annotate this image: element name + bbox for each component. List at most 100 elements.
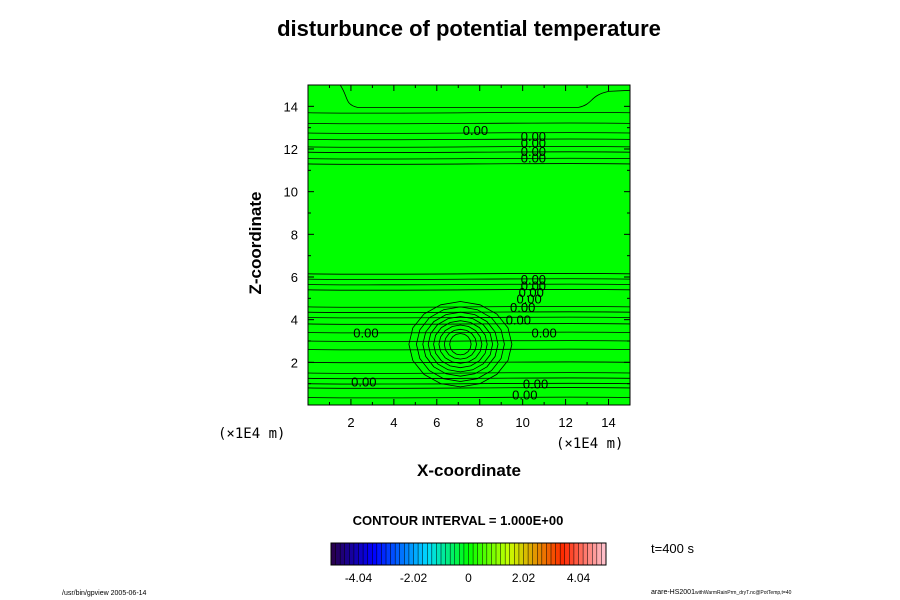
footer-source-detail: withWarmRainPrm_dryT.nc@PotTemp,t=40	[694, 590, 792, 596]
colorbar-segment	[505, 543, 511, 565]
colorbar-segment	[546, 543, 552, 565]
colorbar-segment	[496, 543, 501, 565]
contour-line	[307, 311, 631, 314]
colorbar-segment	[445, 543, 451, 565]
colorbar: -4.04 -2.02 0 2.02 4.04	[330, 542, 607, 585]
colorbar-segment	[528, 543, 534, 565]
contour-line	[307, 122, 631, 125]
contour-interval-label: CONTOUR INTERVAL = 1.000E+00	[352, 513, 564, 528]
contour-line	[307, 331, 631, 334]
contour-line	[307, 132, 631, 134]
colorbar-tick-label: 4.04	[567, 571, 591, 585]
contour-line	[307, 306, 631, 308]
x-tick-label: 8	[476, 415, 483, 430]
colorbar-segment	[486, 543, 492, 565]
bubble-contour	[438, 324, 483, 364]
colorbar-segment	[450, 543, 456, 565]
x-tick-label: 6	[433, 415, 440, 430]
colorbar-segment	[541, 543, 547, 565]
contour-line	[307, 382, 631, 385]
colorbar-segment	[441, 543, 446, 565]
x-tick-label: 2	[347, 415, 354, 430]
x-tick-label: 4	[390, 415, 397, 430]
y-axis-unit: (×1E4 m)	[218, 426, 286, 442]
contour-line	[307, 377, 631, 380]
contour-label: 0.00	[519, 285, 544, 300]
contour-line	[307, 323, 631, 325]
contour-label: 0.00	[531, 325, 556, 340]
colorbar-segment	[477, 543, 483, 565]
y-tick-label: 10	[284, 185, 298, 200]
colorbar-segment	[551, 543, 556, 565]
bubble-contour	[443, 328, 477, 360]
colorbar-segment	[532, 543, 538, 565]
colorbar-segment	[408, 543, 414, 565]
colorbar-segment	[431, 543, 437, 565]
contour-line	[307, 138, 631, 141]
colorbar-segment	[569, 543, 575, 565]
colorbar-segment	[386, 543, 391, 565]
colorbar-segment	[390, 543, 396, 565]
contour-line	[307, 396, 631, 399]
bubble-contour	[422, 311, 499, 377]
contour-label: 0.00	[506, 313, 531, 328]
colorbar-segment	[413, 543, 419, 565]
contour-label: 0.00	[512, 387, 537, 402]
colorbar-segment	[335, 543, 341, 565]
colorbar-segment	[592, 543, 598, 565]
x-axis-label: X-coordinate	[417, 461, 521, 480]
contour-line	[307, 278, 631, 280]
colorbar-segment	[454, 543, 460, 565]
y-tick-label: 12	[284, 142, 298, 157]
colorbar-segment	[427, 543, 433, 565]
colorbar-segment	[399, 543, 405, 565]
plot-frame	[307, 84, 631, 406]
colorbar-segment	[564, 543, 570, 565]
colorbar-segment	[509, 543, 515, 565]
axes: 2 4 6 8 10 12 14 2 4 6 8 10 12 14	[284, 84, 631, 430]
contour-label: 0.00	[521, 136, 546, 151]
contour-label: 0.00	[516, 291, 541, 306]
colorbar-segment	[596, 543, 602, 565]
colorbar-segment	[344, 543, 350, 565]
time-label: t=400 s	[651, 541, 695, 556]
bubble-contour	[433, 320, 488, 369]
colorbar-segment	[523, 543, 529, 565]
colorbar-segment	[463, 543, 469, 565]
contour-label: 0.00	[521, 272, 546, 287]
x-tick-label: 14	[601, 415, 615, 430]
contour-line	[307, 361, 631, 364]
colorbar-segment	[376, 543, 382, 565]
contour-line	[307, 151, 631, 154]
contour-line	[339, 84, 631, 108]
colorbar-segment	[358, 543, 364, 565]
colorbar-segment	[583, 543, 589, 565]
colorbar-segment	[491, 543, 497, 565]
colorbar-segment	[601, 543, 607, 565]
colorbar-segment	[381, 543, 387, 565]
x-tick-label: 10	[515, 415, 529, 430]
contour-label: 0.00	[521, 144, 546, 159]
bubble-contour	[408, 301, 513, 388]
footer-command: /usr/bin/gpview 2005-06-14	[62, 590, 147, 597]
colorbar-segment	[468, 543, 474, 565]
colorbar-segment	[514, 543, 520, 565]
contour-line	[307, 111, 631, 114]
bubble-contour	[449, 333, 472, 356]
y-axis-label: Z-coordinate	[246, 191, 265, 295]
colorbar-segment	[372, 543, 378, 565]
colorbar-segment	[459, 543, 465, 565]
colorbar-segment	[537, 543, 543, 565]
contour-label: 0.00	[510, 300, 535, 315]
contour-line	[307, 372, 631, 374]
contour-line	[307, 146, 631, 148]
contour-line	[307, 288, 631, 291]
colorbar-segment	[473, 543, 479, 565]
contour-label: 0.00	[521, 279, 546, 294]
colorbar-segment	[363, 543, 369, 565]
y-tick-label: 14	[284, 99, 298, 114]
colorbar-segment	[367, 543, 373, 565]
contour-label: 0.00	[351, 375, 376, 390]
contour-line	[307, 316, 631, 319]
